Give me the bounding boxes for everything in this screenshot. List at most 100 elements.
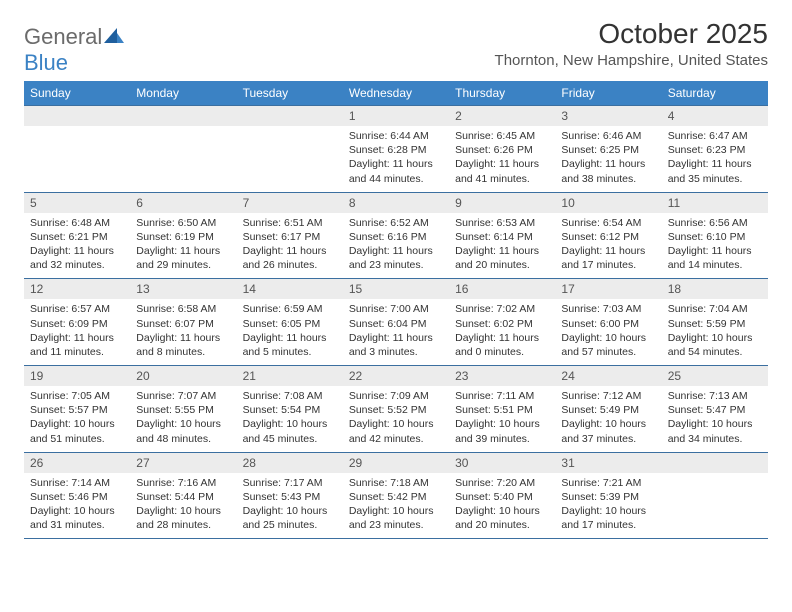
calendar-cell: 26Sunrise: 7:14 AMSunset: 5:46 PMDayligh… [24, 452, 130, 539]
day-content: Sunrise: 7:16 AMSunset: 5:44 PMDaylight:… [130, 473, 236, 539]
sunrise-text: Sunrise: 6:45 AM [455, 129, 549, 143]
calendar-cell: 25Sunrise: 7:13 AMSunset: 5:47 PMDayligh… [662, 366, 768, 453]
day-content: Sunrise: 7:11 AMSunset: 5:51 PMDaylight:… [449, 386, 555, 452]
calendar-cell: 28Sunrise: 7:17 AMSunset: 5:43 PMDayligh… [237, 452, 343, 539]
calendar-cell [24, 106, 130, 193]
calendar-week: 19Sunrise: 7:05 AMSunset: 5:57 PMDayligh… [24, 366, 768, 453]
daylight-text: Daylight: 10 hours and 51 minutes. [30, 417, 124, 445]
day-number [662, 453, 768, 473]
day-number: 20 [130, 366, 236, 386]
day-content: Sunrise: 6:53 AMSunset: 6:14 PMDaylight:… [449, 213, 555, 279]
daylight-text: Daylight: 10 hours and 25 minutes. [243, 504, 337, 532]
day-number: 18 [662, 279, 768, 299]
sunset-text: Sunset: 6:09 PM [30, 317, 124, 331]
sunset-text: Sunset: 5:57 PM [30, 403, 124, 417]
sunset-text: Sunset: 6:04 PM [349, 317, 443, 331]
sunset-text: Sunset: 6:17 PM [243, 230, 337, 244]
calendar-cell: 11Sunrise: 6:56 AMSunset: 6:10 PMDayligh… [662, 192, 768, 279]
sunset-text: Sunset: 5:44 PM [136, 490, 230, 504]
daylight-text: Daylight: 11 hours and 14 minutes. [668, 244, 762, 272]
day-number: 10 [555, 193, 661, 213]
sunset-text: Sunset: 5:47 PM [668, 403, 762, 417]
sunset-text: Sunset: 6:07 PM [136, 317, 230, 331]
sunset-text: Sunset: 6:23 PM [668, 143, 762, 157]
calendar-cell: 7Sunrise: 6:51 AMSunset: 6:17 PMDaylight… [237, 192, 343, 279]
sunrise-text: Sunrise: 6:44 AM [349, 129, 443, 143]
calendar-body: 1Sunrise: 6:44 AMSunset: 6:28 PMDaylight… [24, 106, 768, 539]
logo-word2: Blue [24, 50, 68, 75]
month-title: October 2025 [495, 18, 768, 50]
day-number: 4 [662, 106, 768, 126]
calendar-cell: 13Sunrise: 6:58 AMSunset: 6:07 PMDayligh… [130, 279, 236, 366]
day-content: Sunrise: 6:44 AMSunset: 6:28 PMDaylight:… [343, 126, 449, 192]
calendar-cell: 19Sunrise: 7:05 AMSunset: 5:57 PMDayligh… [24, 366, 130, 453]
day-number: 24 [555, 366, 661, 386]
sunset-text: Sunset: 5:51 PM [455, 403, 549, 417]
sunset-text: Sunset: 5:49 PM [561, 403, 655, 417]
sunrise-text: Sunrise: 6:52 AM [349, 216, 443, 230]
day-header: Tuesday [237, 81, 343, 106]
sunrise-text: Sunrise: 6:47 AM [668, 129, 762, 143]
sunset-text: Sunset: 5:54 PM [243, 403, 337, 417]
sunrise-text: Sunrise: 6:50 AM [136, 216, 230, 230]
sunrise-text: Sunrise: 6:56 AM [668, 216, 762, 230]
sunrise-text: Sunrise: 7:20 AM [455, 476, 549, 490]
day-content: Sunrise: 7:14 AMSunset: 5:46 PMDaylight:… [24, 473, 130, 539]
calendar-cell: 18Sunrise: 7:04 AMSunset: 5:59 PMDayligh… [662, 279, 768, 366]
daylight-text: Daylight: 11 hours and 0 minutes. [455, 331, 549, 359]
sunrise-text: Sunrise: 6:58 AM [136, 302, 230, 316]
day-number: 17 [555, 279, 661, 299]
daylight-text: Daylight: 10 hours and 28 minutes. [136, 504, 230, 532]
location: Thornton, New Hampshire, United States [495, 52, 768, 69]
calendar-cell: 10Sunrise: 6:54 AMSunset: 6:12 PMDayligh… [555, 192, 661, 279]
daylight-text: Daylight: 11 hours and 44 minutes. [349, 157, 443, 185]
day-content: Sunrise: 7:03 AMSunset: 6:00 PMDaylight:… [555, 299, 661, 365]
calendar-cell [237, 106, 343, 193]
day-number: 19 [24, 366, 130, 386]
calendar-table: SundayMondayTuesdayWednesdayThursdayFrid… [24, 81, 768, 539]
calendar-week: 5Sunrise: 6:48 AMSunset: 6:21 PMDaylight… [24, 192, 768, 279]
daylight-text: Daylight: 10 hours and 42 minutes. [349, 417, 443, 445]
calendar-cell: 21Sunrise: 7:08 AMSunset: 5:54 PMDayligh… [237, 366, 343, 453]
calendar-cell: 24Sunrise: 7:12 AMSunset: 5:49 PMDayligh… [555, 366, 661, 453]
logo-word1: General [24, 24, 102, 49]
day-content: Sunrise: 7:05 AMSunset: 5:57 PMDaylight:… [24, 386, 130, 452]
daylight-text: Daylight: 11 hours and 3 minutes. [349, 331, 443, 359]
calendar-cell [130, 106, 236, 193]
day-content: Sunrise: 6:47 AMSunset: 6:23 PMDaylight:… [662, 126, 768, 192]
day-number: 3 [555, 106, 661, 126]
daylight-text: Daylight: 10 hours and 48 minutes. [136, 417, 230, 445]
calendar-week: 26Sunrise: 7:14 AMSunset: 5:46 PMDayligh… [24, 452, 768, 539]
sunrise-text: Sunrise: 6:54 AM [561, 216, 655, 230]
day-content [237, 126, 343, 176]
sunset-text: Sunset: 6:21 PM [30, 230, 124, 244]
day-number: 28 [237, 453, 343, 473]
sunrise-text: Sunrise: 7:21 AM [561, 476, 655, 490]
calendar-cell: 1Sunrise: 6:44 AMSunset: 6:28 PMDaylight… [343, 106, 449, 193]
sunrise-text: Sunrise: 7:09 AM [349, 389, 443, 403]
day-number [130, 106, 236, 126]
day-content: Sunrise: 7:08 AMSunset: 5:54 PMDaylight:… [237, 386, 343, 452]
sunrise-text: Sunrise: 7:11 AM [455, 389, 549, 403]
daylight-text: Daylight: 11 hours and 8 minutes. [136, 331, 230, 359]
day-number: 16 [449, 279, 555, 299]
sunset-text: Sunset: 5:43 PM [243, 490, 337, 504]
sunset-text: Sunset: 5:46 PM [30, 490, 124, 504]
sunrise-text: Sunrise: 7:03 AM [561, 302, 655, 316]
sunset-text: Sunset: 6:02 PM [455, 317, 549, 331]
sunrise-text: Sunrise: 6:46 AM [561, 129, 655, 143]
sunset-text: Sunset: 6:05 PM [243, 317, 337, 331]
calendar-cell: 8Sunrise: 6:52 AMSunset: 6:16 PMDaylight… [343, 192, 449, 279]
day-number [24, 106, 130, 126]
daylight-text: Daylight: 10 hours and 39 minutes. [455, 417, 549, 445]
day-number: 11 [662, 193, 768, 213]
day-content: Sunrise: 6:56 AMSunset: 6:10 PMDaylight:… [662, 213, 768, 279]
sunset-text: Sunset: 6:26 PM [455, 143, 549, 157]
sunset-text: Sunset: 6:14 PM [455, 230, 549, 244]
daylight-text: Daylight: 10 hours and 37 minutes. [561, 417, 655, 445]
daylight-text: Daylight: 11 hours and 26 minutes. [243, 244, 337, 272]
calendar-cell: 23Sunrise: 7:11 AMSunset: 5:51 PMDayligh… [449, 366, 555, 453]
daylight-text: Daylight: 10 hours and 23 minutes. [349, 504, 443, 532]
calendar-cell: 14Sunrise: 6:59 AMSunset: 6:05 PMDayligh… [237, 279, 343, 366]
day-number: 5 [24, 193, 130, 213]
